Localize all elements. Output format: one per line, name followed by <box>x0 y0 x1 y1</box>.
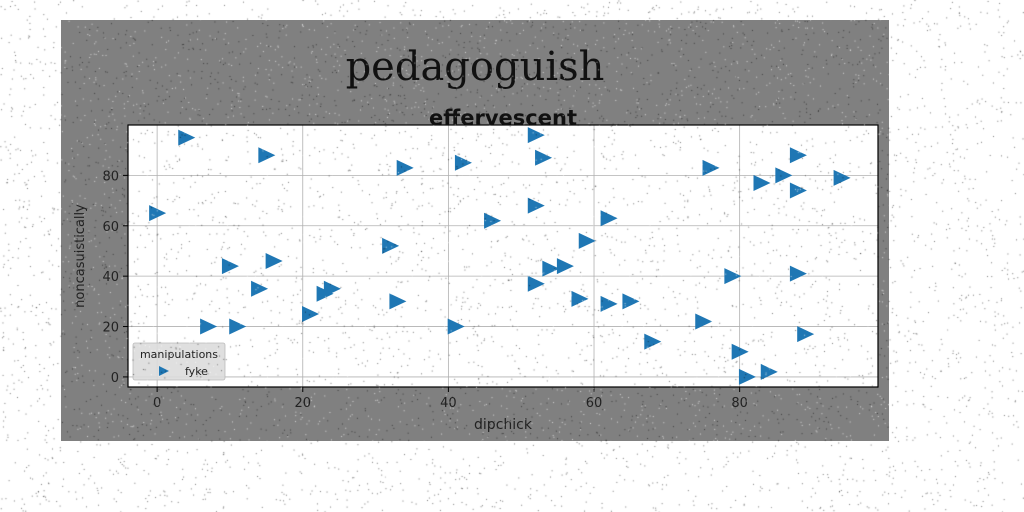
legend-title: manipulations <box>140 348 218 361</box>
plot-area <box>128 125 878 387</box>
legend: manipulations fyke <box>132 342 226 381</box>
x-tick-label: 60 <box>586 396 603 411</box>
x-tick-label: 80 <box>731 396 748 411</box>
y-tick-label: 0 <box>111 371 119 386</box>
y-tick-label: 40 <box>102 270 119 285</box>
y-tick-label: 20 <box>102 321 119 336</box>
x-tick-label: 20 <box>294 396 311 411</box>
x-tick-label: 0 <box>153 396 161 411</box>
y-axis-label: noncasuistically <box>73 204 88 308</box>
legend-entry-fyke: fyke <box>185 365 208 378</box>
x-tick-label: 40 <box>440 396 457 411</box>
x-axis-label: dipchick <box>474 417 533 433</box>
y-tick-label: 80 <box>102 169 119 184</box>
chart-title: effervescent <box>429 106 577 130</box>
figure: 0 20 40 60 80 0 20 40 60 80 dipchick noncasuisti… <box>61 20 889 441</box>
figure-suptitle: pedagoguish <box>345 44 605 90</box>
y-tick-label: 60 <box>102 220 119 235</box>
